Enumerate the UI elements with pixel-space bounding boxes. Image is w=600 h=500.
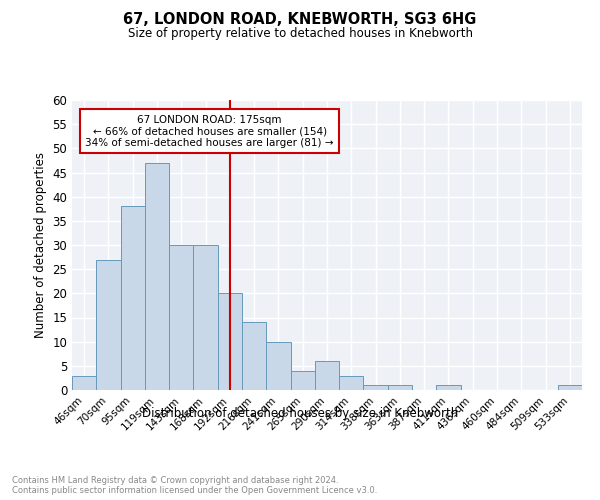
Y-axis label: Number of detached properties: Number of detached properties xyxy=(34,152,47,338)
Text: 67, LONDON ROAD, KNEBWORTH, SG3 6HG: 67, LONDON ROAD, KNEBWORTH, SG3 6HG xyxy=(124,12,476,28)
Bar xyxy=(339,376,364,390)
Text: Distribution of detached houses by size in Knebworth: Distribution of detached houses by size … xyxy=(142,408,458,420)
Bar xyxy=(169,245,193,390)
Text: Contains HM Land Registry data © Crown copyright and database right 2024.
Contai: Contains HM Land Registry data © Crown c… xyxy=(12,476,377,495)
Bar xyxy=(96,260,121,390)
Bar xyxy=(242,322,266,390)
Bar xyxy=(436,385,461,390)
Bar xyxy=(315,361,339,390)
Bar xyxy=(290,370,315,390)
Bar xyxy=(72,376,96,390)
Bar xyxy=(121,206,145,390)
Bar xyxy=(266,342,290,390)
Bar xyxy=(558,385,582,390)
Bar xyxy=(193,245,218,390)
Bar xyxy=(145,163,169,390)
Bar xyxy=(364,385,388,390)
Text: Size of property relative to detached houses in Knebworth: Size of property relative to detached ho… xyxy=(128,28,473,40)
Bar xyxy=(388,385,412,390)
Text: 67 LONDON ROAD: 175sqm
← 66% of detached houses are smaller (154)
34% of semi-de: 67 LONDON ROAD: 175sqm ← 66% of detached… xyxy=(85,114,334,148)
Bar xyxy=(218,294,242,390)
